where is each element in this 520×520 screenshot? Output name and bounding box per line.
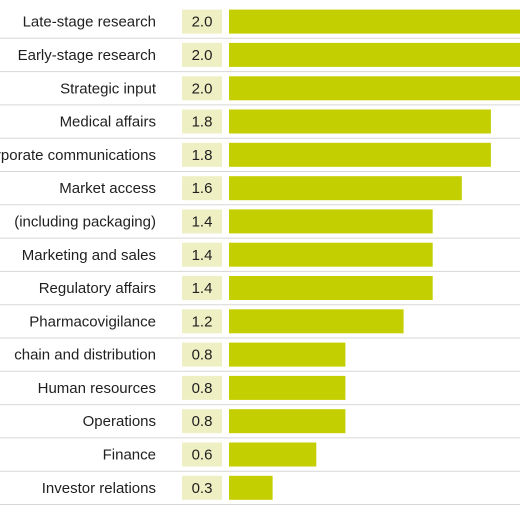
value-box xyxy=(182,76,222,101)
category-label: Medical affairs xyxy=(60,114,156,131)
value-box xyxy=(182,342,222,367)
bar xyxy=(229,475,273,500)
value-box xyxy=(182,442,222,467)
bar xyxy=(229,42,520,67)
bar xyxy=(229,9,520,34)
value-label: 0.8 xyxy=(192,380,213,397)
bar xyxy=(229,342,346,367)
value-box xyxy=(182,9,222,34)
bar xyxy=(229,209,433,234)
bar xyxy=(229,76,520,101)
value-box xyxy=(182,209,222,234)
bar xyxy=(229,242,433,267)
bar xyxy=(229,176,462,201)
bar xyxy=(229,142,491,167)
value-label: 2.0 xyxy=(192,47,213,64)
value-box xyxy=(182,42,222,67)
category-label: Investor relations xyxy=(42,480,156,497)
bar xyxy=(229,309,404,334)
value-box xyxy=(182,276,222,300)
value-box xyxy=(182,242,222,267)
category-label: Early-stage research xyxy=(18,47,156,64)
category-label: Finance xyxy=(103,447,156,464)
category-label: Human resources xyxy=(38,380,156,397)
value-label: 2.0 xyxy=(192,14,213,31)
value-label: 2.0 xyxy=(192,80,213,97)
category-label: Operations xyxy=(83,413,156,430)
value-box xyxy=(182,176,222,201)
value-label: 1.8 xyxy=(192,147,213,164)
value-box xyxy=(182,475,222,500)
value-box xyxy=(182,375,222,400)
category-label: Regulatory affairs xyxy=(39,280,156,297)
bar xyxy=(229,375,346,400)
value-box xyxy=(182,109,222,134)
category-label: (including packaging) xyxy=(14,213,156,230)
value-label: 0.6 xyxy=(192,447,213,464)
value-label: 0.8 xyxy=(192,413,213,430)
category-label: Strategic input xyxy=(60,80,157,97)
value-box xyxy=(182,409,222,434)
value-label: 0.8 xyxy=(192,347,213,364)
value-label: 0.3 xyxy=(192,480,213,497)
value-label: 1.4 xyxy=(192,280,213,297)
category-label: Marketing and sales xyxy=(22,247,156,264)
bar xyxy=(229,409,346,434)
value-label: 1.4 xyxy=(192,247,213,264)
category-label: Pharmacovigilance xyxy=(29,313,156,330)
bar xyxy=(229,109,491,134)
bar xyxy=(229,276,433,300)
category-label: Corporate communications xyxy=(0,147,156,164)
value-label: 1.2 xyxy=(192,313,213,330)
value-label: 1.8 xyxy=(192,114,213,131)
bar xyxy=(229,442,317,467)
category-label: Market access xyxy=(59,180,156,197)
category-label: Late-stage research xyxy=(23,14,156,31)
value-box xyxy=(182,142,222,167)
category-label: chain and distribution xyxy=(14,347,156,364)
value-label: 1.4 xyxy=(192,213,213,230)
value-label: 1.6 xyxy=(192,180,213,197)
value-box xyxy=(182,309,222,334)
